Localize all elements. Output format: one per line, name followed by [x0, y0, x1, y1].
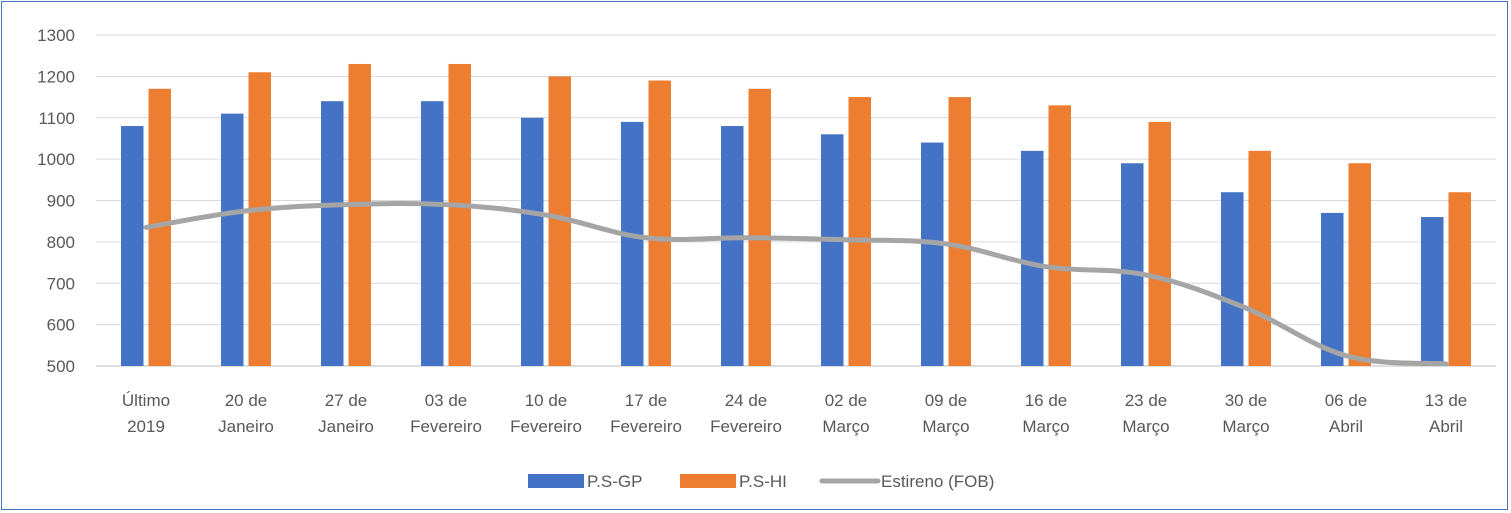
- x-tick-label: 16 de Março: [1022, 391, 1069, 436]
- bar-p-s-gp: [121, 126, 144, 366]
- legend: P.S-GP P.S-HI Estireno (FOB): [528, 472, 994, 491]
- bar-p-s-hi: [249, 72, 272, 366]
- bar-p-s-hi: [749, 89, 772, 366]
- x-tick-label: 09 de Março: [922, 391, 969, 436]
- bar-p-s-hi: [1449, 192, 1472, 366]
- bar-p-s-gp: [321, 101, 344, 366]
- bar-p-s-hi: [1249, 151, 1272, 366]
- bar-p-s-gp: [1021, 151, 1044, 366]
- y-tick-label: 1300: [37, 26, 75, 45]
- y-tick-label: 500: [47, 357, 75, 376]
- y-tick-label: 700: [47, 274, 75, 293]
- x-axis: Último 2019 20 de Janeiro 27 de Janeiro 03 de F…: [122, 391, 1467, 436]
- y-tick-label: 1200: [37, 67, 75, 86]
- x-tick-label: 06 de Abril: [1325, 391, 1368, 436]
- y-tick-label: 600: [47, 316, 75, 335]
- x-tick-label: 30 de Março: [1222, 391, 1269, 436]
- y-axis: 500 600 700 800 900 1000 1100 1200 1300: [37, 26, 75, 376]
- y-tick-label: 1000: [37, 150, 75, 169]
- legend-label-estireno-fob-: Estireno (FOB): [881, 472, 994, 491]
- x-tick-label: 24 de Fevereiro: [710, 391, 782, 436]
- bar-p-s-hi: [449, 64, 472, 366]
- x-tick-label: 13 de Abril: [1425, 391, 1468, 436]
- x-tick-label: 20 de Janeiro: [218, 391, 274, 436]
- bar-p-s-gp: [221, 114, 244, 366]
- bar-p-s-gp: [521, 118, 544, 366]
- x-tick-label: 02 de Março: [822, 391, 869, 436]
- legend-swatch-p-s-gp: [528, 474, 584, 488]
- bar-p-s-gp: [1221, 192, 1244, 366]
- bar-p-s-hi: [1349, 163, 1372, 366]
- legend-swatch-p-s-hi: [680, 474, 736, 488]
- bar-p-s-gp: [621, 122, 644, 366]
- bar-p-s-hi: [649, 81, 672, 366]
- bar-p-s-gp: [1421, 217, 1444, 366]
- x-tick-label: Último 2019: [122, 391, 170, 436]
- legend-label-p-s-gp: P.S-GP: [587, 472, 642, 491]
- y-tick-label: 900: [47, 192, 75, 211]
- bar-p-s-hi: [1149, 122, 1172, 366]
- bar-p-s-gp: [721, 126, 744, 366]
- x-tick-label: 03 de Fevereiro: [410, 391, 482, 436]
- legend-label-p-s-hi: P.S-HI: [739, 472, 787, 491]
- bar-p-s-hi: [849, 97, 872, 366]
- bar-p-s-gp: [821, 134, 844, 366]
- x-tick-label: 10 de Fevereiro: [510, 391, 582, 436]
- gridlines: [96, 35, 1496, 366]
- x-tick-label: 17 de Fevereiro: [610, 391, 682, 436]
- bar-p-s-gp: [421, 101, 444, 366]
- bar-p-s-hi: [949, 97, 972, 366]
- bar-p-s-hi: [349, 64, 372, 366]
- y-tick-label: 1100: [38, 109, 75, 128]
- bar-p-s-gp: [1121, 163, 1144, 366]
- x-tick-label: 23 de Março: [1122, 391, 1169, 436]
- x-tick-label: 27 de Janeiro: [318, 391, 374, 436]
- bar-p-s-gp: [1321, 213, 1344, 366]
- y-tick-label: 800: [47, 233, 75, 252]
- bar-p-s-hi: [1049, 105, 1072, 366]
- bar-p-s-gp: [921, 143, 944, 366]
